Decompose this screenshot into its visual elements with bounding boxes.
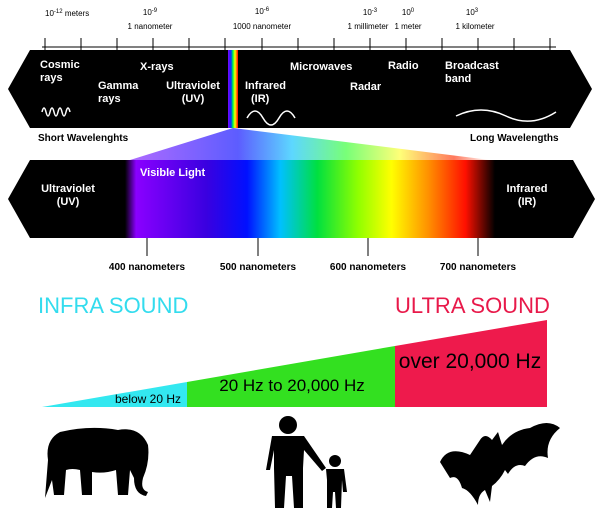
band-labels: Cosmic rays Gamma rays X-rays Ultraviole… — [40, 59, 499, 105]
band-label: Microwaves — [290, 61, 352, 73]
audible-wedge — [187, 346, 395, 407]
visible-title: Visible Light — [140, 167, 206, 179]
exponent: -12 — [54, 9, 63, 15]
nm-ticks — [146, 238, 479, 256]
exponent: -6 — [264, 7, 270, 13]
nm-label: 600 nanometers — [330, 262, 407, 273]
spectrum-fan — [130, 128, 490, 160]
exponent: -3 — [372, 8, 378, 14]
ir-label: (IR) — [518, 196, 537, 208]
uv-label: Ultraviolet — [41, 183, 95, 195]
ultra-wedge — [395, 320, 547, 407]
power: 103 — [466, 8, 479, 17]
scale-labels: 10-9 1 nanometer 10-6 1000 nanometer 10-… — [128, 7, 495, 31]
base: 10 — [143, 8, 152, 17]
base: 10 — [255, 7, 264, 16]
people-icon — [266, 416, 347, 508]
scale-label: 10-12 meters — [45, 9, 89, 18]
band-label: Ultraviolet — [166, 80, 220, 92]
power: 10-9 — [143, 8, 158, 17]
scale-label: 1 meter — [394, 22, 421, 31]
short-label: Short Wavelenghts — [38, 133, 129, 144]
band-label: Radar — [350, 81, 382, 93]
bat-icon — [440, 423, 560, 505]
scale-label: 1 kilometer — [455, 22, 494, 31]
band-label: Infrared — [245, 80, 286, 92]
nm-label: 700 nanometers — [440, 262, 517, 273]
nm-labels: 400 nanometers 500 nanometers 600 nanome… — [109, 262, 517, 273]
band-label: (UV) — [182, 93, 205, 105]
base: 10 — [45, 9, 54, 18]
infra-label: below 20 Hz — [115, 392, 181, 406]
nm-label: 400 nanometers — [109, 262, 186, 273]
band-label: rays — [40, 72, 63, 84]
ultra-title: ULTRA SOUND — [395, 293, 550, 318]
spectrum-band — [8, 50, 592, 128]
band-label: band — [445, 73, 471, 85]
exponent: -9 — [152, 8, 158, 14]
infra-wedge — [42, 382, 187, 407]
ir-label: Infrared — [507, 183, 548, 195]
infra-title: INFRA SOUND — [38, 293, 188, 318]
audible-label: 20 Hz to 20,000 Hz — [219, 376, 365, 395]
band-label: (IR) — [251, 93, 270, 105]
long-label: Long Wavelengths — [470, 133, 559, 144]
band-label: Radio — [388, 60, 419, 72]
band-label: Cosmic — [40, 59, 80, 71]
scale-label: 1 nanometer — [128, 22, 173, 31]
power: 10-3 — [363, 8, 378, 17]
exponent: 3 — [475, 8, 479, 14]
band-label: Broadcast — [445, 60, 499, 72]
base: 10 — [466, 8, 475, 17]
power: 100 — [402, 8, 415, 17]
unit: meters — [65, 9, 89, 18]
scale-label: 1 millimeter — [348, 22, 389, 31]
scale-label: 1000 nanometer — [233, 22, 292, 31]
power: 10-6 — [255, 7, 270, 16]
scale-ticks — [44, 38, 551, 50]
band-label: X-rays — [140, 61, 174, 73]
elephant-icon — [45, 427, 149, 498]
band-label: Gamma — [98, 80, 139, 92]
scale: 10-12 meters 10-9 1 nanometer 10-6 1000 … — [42, 7, 556, 50]
base: 10 — [402, 8, 411, 17]
band-label: rays — [98, 93, 121, 105]
base: 10 — [363, 8, 372, 17]
wave-icons — [41, 107, 557, 126]
nm-label: 500 nanometers — [220, 262, 297, 273]
visible-strip — [228, 50, 238, 128]
ultra-label: over 20,000 Hz — [399, 350, 541, 373]
visible-spectrum — [125, 160, 495, 238]
visible-labels: Ultraviolet (UV) Visible Light Infrared … — [41, 167, 547, 208]
exponent: 0 — [411, 8, 415, 14]
uv-label: (UV) — [57, 196, 80, 208]
